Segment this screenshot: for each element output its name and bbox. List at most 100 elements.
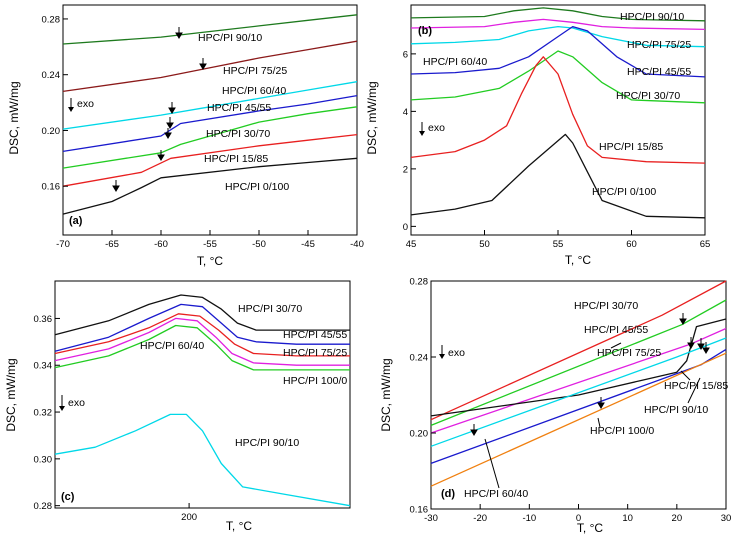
legend-label-c-90-10: HPC/PI 90/10 <box>235 437 299 449</box>
legend-label-c-45-55: HPC/PI 45/55 <box>283 329 347 341</box>
y-tick-label-c-0: 0.28 <box>34 501 53 512</box>
series-line-c-2 <box>54 313 350 357</box>
x-axis-label-b: T, °C <box>565 253 591 267</box>
legend-label-b-0-100: HPC/PI 0/100 <box>592 186 656 198</box>
series-line-d-1 <box>430 299 727 427</box>
series-line-a-6 <box>62 157 358 215</box>
y-tick-label-d-1: 0.20 <box>410 429 429 440</box>
x-tick-label-d-0: -30 <box>424 513 438 524</box>
series-line-a-2 <box>62 81 358 130</box>
legend-label-d-30-70: HPC/PI 30/70 <box>574 300 638 312</box>
series-line-c-0 <box>54 294 350 336</box>
legend-label-c-75-25: HPC/PI 75/25 <box>283 347 347 359</box>
series-line-b-4 <box>410 50 706 104</box>
legend-label-d-90-10: HPC/PI 90/10 <box>644 404 708 416</box>
series-line-d-3 <box>430 318 727 417</box>
legend-label-b-45-55: HPC/PI 45/55 <box>627 66 691 78</box>
x-tick-label-a-3: -55 <box>203 239 217 250</box>
x-tick-label-d-1: -20 <box>473 513 487 524</box>
series-line-b-5 <box>410 56 706 164</box>
series-line-a-4 <box>62 106 358 169</box>
panel-c-ticks: 200 0.28 0.30 0.32 0.34 0.36 <box>34 314 198 523</box>
series-line-b-3 <box>410 25 706 78</box>
exo-marker-b: exo <box>419 122 445 136</box>
x-tick-label-d-6: 30 <box>721 513 732 524</box>
x-tick-label-c-0: 200 <box>181 512 197 523</box>
x-tick-label-d-3: 0 <box>576 513 581 524</box>
y-tick-label-b-3: 6 <box>403 49 408 60</box>
x-tick-label-b-0: 45 <box>406 239 417 250</box>
legend-label-b-30-70: HPC/PI 30/70 <box>616 90 680 102</box>
series-line-b-1 <box>410 18 706 31</box>
legend-label-a-15-85: HPC/PI 15/85 <box>204 153 268 165</box>
panel-c: 200 0.28 0.30 0.32 0.34 0.36 HPC/PI 30/70 HPC… <box>4 280 351 533</box>
panel-b-series <box>410 7 706 219</box>
x-tick-label-b-4: 65 <box>700 239 711 250</box>
x-tick-label-a-0: -70 <box>56 239 70 250</box>
legend-label-b-90-10: HPC/PI 90/10 <box>620 11 684 23</box>
legend-label-a-30-70: HPC/PI 30/70 <box>206 128 270 140</box>
series-line-a-0 <box>62 14 358 45</box>
y-tick-label-d-2: 0.24 <box>410 353 429 364</box>
panel-label-c: (c) <box>61 491 75 503</box>
y-tick-label-b-0: 0 <box>403 222 408 233</box>
series-line-b-0 <box>410 7 706 22</box>
panel-c-frame <box>54 280 351 509</box>
y-tick-label-c-3: 0.34 <box>34 361 53 372</box>
x-tick-label-b-1: 50 <box>479 239 490 250</box>
y-axis-label-c: DSC, mW/mg <box>4 358 18 431</box>
series-line-b-6 <box>410 133 706 219</box>
exo-label-d: exo <box>448 347 465 359</box>
x-tick-label-a-6: -40 <box>350 239 364 250</box>
panel-d-ticks: -30 -20 -10 0 10 20 30 0.16 0.20 0.24 0.28 <box>410 277 732 525</box>
exo-label-b: exo <box>428 122 445 134</box>
exo-label-c: exo <box>68 397 85 409</box>
x-tick-label-b-3: 60 <box>626 239 637 250</box>
panel-d-arrows <box>470 313 710 489</box>
series-line-c-1 <box>54 303 350 352</box>
y-axis-label-b: DSC, mW/mg <box>365 81 379 154</box>
legend-label-a-0-100: HPC/PI 0/100 <box>225 181 289 193</box>
y-tick-label-b-2: 4 <box>403 107 408 118</box>
series-line-d-6 <box>430 352 727 487</box>
series-line-d-0 <box>430 280 727 421</box>
panel-a: -70 -65 -60 -55 -50 -45 -40 0.16 0.20 0.24 0.28 HP… <box>7 4 364 268</box>
y-tick-label-a-2: 0.24 <box>42 70 61 81</box>
legend-label-c-60-40: HPC/PI 60/40 <box>140 340 204 352</box>
y-axis-label-a: DSC, mW/mg <box>7 81 21 154</box>
panel-label-d: (d) <box>441 488 455 500</box>
x-tick-label-d-4: 10 <box>622 513 633 524</box>
x-tick-label-a-4: -50 <box>252 239 266 250</box>
series-line-d-4 <box>430 337 727 447</box>
panel-b-ticks: 45 50 55 60 65 0 2 4 6 <box>403 49 711 250</box>
x-tick-label-a-5: -45 <box>301 239 315 250</box>
x-axis-label-d: T, °C <box>577 521 603 535</box>
x-axis-label-c: T, °C <box>226 519 252 533</box>
panel-a-arrows <box>112 27 207 192</box>
legend-label-b-75-25: HPC/PI 75/25 <box>627 39 691 51</box>
legend-label-a-60-40: HPC/PI 60/40 <box>222 85 286 97</box>
panel-b: 45 50 55 60 65 0 2 4 6 HPC/PI 90/10 HPC/PI 75/25… <box>365 4 711 267</box>
legend-label-a-90-10: HPC/PI 90/10 <box>198 32 262 44</box>
legend-label-a-45-55: HPC/PI 45/55 <box>207 102 271 114</box>
y-tick-label-c-2: 0.32 <box>34 408 53 419</box>
series-line-c-4 <box>54 324 350 371</box>
y-axis-label-d: DSC, mW/mg <box>379 358 393 431</box>
panel-label-b: (b) <box>418 25 432 37</box>
x-tick-label-a-2: -60 <box>154 239 168 250</box>
legend-label-c-100-0: HPC/PI 100/0 <box>283 375 347 387</box>
legend-label-d-100-0: HPC/PI 100/0 <box>590 425 654 437</box>
exo-marker-a: exo <box>68 98 94 112</box>
x-tick-label-b-2: 55 <box>553 239 564 250</box>
panel-d: -30 -20 -10 0 10 20 30 0.16 0.20 0.24 0.28 HPC/PI … <box>379 277 731 536</box>
series-line-b-2 <box>410 25 706 48</box>
x-tick-label-a-1: -65 <box>105 239 119 250</box>
legend-label-d-75-25: HPC/PI 75/25 <box>597 347 661 359</box>
legend-label-b-60-40: HPC/PI 60/40 <box>423 56 487 68</box>
x-tick-label-d-2: -10 <box>522 513 536 524</box>
x-tick-label-d-5: 20 <box>672 513 683 524</box>
series-line-c-5 <box>54 413 351 507</box>
y-tick-label-a-0: 0.16 <box>42 182 61 193</box>
y-tick-label-b-1: 2 <box>403 164 408 175</box>
